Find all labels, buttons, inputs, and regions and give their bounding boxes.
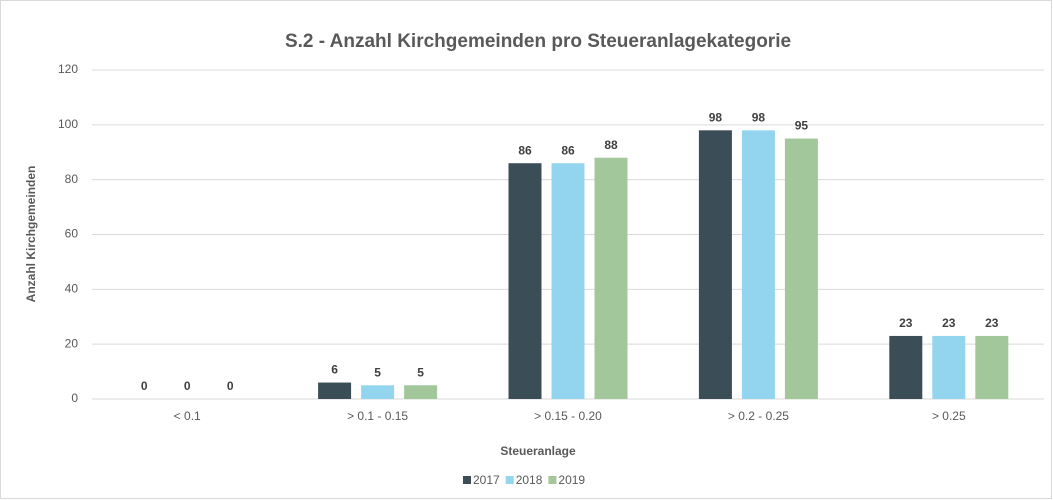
bar (361, 385, 395, 399)
y-axis-title: Anzahl Kirchgemeinden (24, 166, 38, 303)
bar (975, 335, 1009, 399)
x-tick-label: < 0.1 (174, 409, 201, 423)
value-label: 0 (141, 379, 148, 393)
x-tick-label: > 0.15 - 0.20 (534, 409, 602, 423)
bar (551, 163, 585, 399)
y-tick-label: 20 (65, 336, 79, 350)
legend-label: 2017 (473, 473, 500, 487)
x-tick-label: > 0.1 - 0.15 (347, 409, 408, 423)
legend-swatch (505, 476, 514, 484)
bar (698, 130, 732, 400)
y-tick-label: 0 (71, 391, 78, 405)
value-label: 23 (899, 316, 913, 330)
y-tick-label: 120 (58, 62, 78, 76)
y-tick-label: 100 (58, 117, 78, 131)
bar (889, 335, 923, 399)
value-label: 88 (604, 138, 618, 152)
value-label: 95 (795, 119, 809, 133)
x-axis-title: Steueranlage (500, 444, 576, 458)
bar (404, 385, 438, 399)
legend-label: 2018 (516, 473, 543, 487)
legend-swatch (463, 476, 471, 484)
y-tick-label: 60 (65, 227, 79, 241)
value-label: 6 (331, 363, 338, 377)
value-label: 0 (227, 379, 234, 393)
x-tick-label: > 0.25 (932, 409, 966, 423)
value-label: 23 (942, 316, 956, 330)
value-label: 98 (709, 110, 723, 124)
bar (318, 382, 352, 399)
bar (741, 130, 775, 400)
bar (594, 157, 628, 399)
value-label: 86 (561, 143, 575, 157)
bar (784, 138, 818, 399)
value-label: 98 (752, 110, 766, 124)
value-label: 86 (518, 143, 532, 157)
chart-title: S.2 - Anzahl Kirchgemeinden pro Steueran… (285, 31, 791, 52)
legend-swatch (548, 476, 557, 484)
legend-label: 2019 (558, 473, 585, 487)
bar (932, 335, 966, 399)
value-label: 5 (417, 365, 424, 379)
y-tick-label: 40 (65, 282, 79, 296)
bar (508, 163, 542, 399)
value-label: 0 (184, 379, 191, 393)
x-tick-label: > 0.2 - 0.25 (728, 409, 789, 423)
value-label: 5 (374, 365, 381, 379)
value-label: 23 (985, 316, 999, 330)
y-tick-label: 80 (65, 172, 79, 186)
